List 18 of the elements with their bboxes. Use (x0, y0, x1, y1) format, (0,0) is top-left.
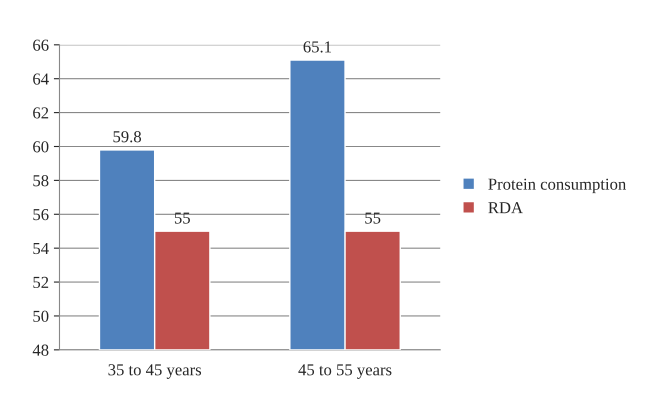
y-tick-label: 64 (33, 73, 49, 85)
y-tick-label: 54 (33, 242, 49, 254)
y-tick-label: 48 (32, 344, 48, 356)
data-label: 55 (365, 212, 380, 224)
y-tick-label: 66 (33, 40, 49, 51)
y-tick-label: 62 (33, 107, 48, 119)
legend-label: RDA (488, 202, 523, 214)
y-tick-label: 52 (33, 276, 48, 288)
data-label: 59.8 (113, 131, 142, 142)
y-tick-label: 56 (33, 209, 49, 220)
data-label: 65.1 (304, 41, 332, 53)
x-tick-label: 35 to 45 years (108, 364, 202, 379)
legend-label: Protein consumption (488, 178, 626, 194)
y-tick-label: 60 (33, 141, 48, 152)
y-tick-label: 50 (33, 310, 48, 322)
data-label: 55 (174, 212, 190, 224)
y-tick-label: 58 (33, 175, 48, 186)
x-tick-label: 45 to 55 years (298, 364, 392, 379)
